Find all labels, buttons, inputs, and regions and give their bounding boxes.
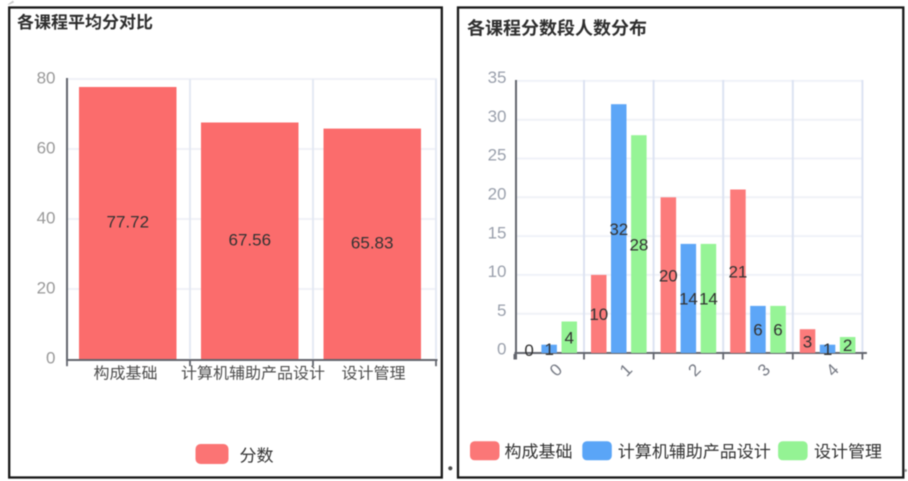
svg-text:35: 35 <box>488 68 507 87</box>
svg-text:0: 0 <box>46 348 55 367</box>
svg-text:20: 20 <box>659 266 678 285</box>
svg-text:4: 4 <box>564 328 573 347</box>
svg-text:6: 6 <box>773 321 782 340</box>
svg-text:6: 6 <box>753 321 762 340</box>
svg-text:40: 40 <box>37 208 56 227</box>
svg-text:1: 1 <box>544 340 553 359</box>
svg-text:77.72: 77.72 <box>107 213 150 232</box>
svg-text:32: 32 <box>609 220 628 239</box>
svg-text:1: 1 <box>823 340 832 359</box>
svg-text:20: 20 <box>37 278 56 297</box>
svg-text:21: 21 <box>728 263 747 282</box>
svg-text:80: 80 <box>37 68 56 87</box>
svg-text:25: 25 <box>488 146 507 165</box>
svg-text:65.83: 65.83 <box>351 234 394 253</box>
svg-text:15: 15 <box>488 223 507 242</box>
svg-text:28: 28 <box>629 235 648 254</box>
svg-text:0: 0 <box>524 341 533 360</box>
svg-text:10: 10 <box>488 262 507 281</box>
svg-text:60: 60 <box>37 138 56 157</box>
svg-text:14: 14 <box>699 290 718 309</box>
svg-text:10: 10 <box>589 305 608 324</box>
svg-text:67.56: 67.56 <box>229 231 272 250</box>
svg-text:30: 30 <box>488 107 507 126</box>
svg-text:20: 20 <box>488 185 507 204</box>
svg-text:0: 0 <box>497 340 506 359</box>
svg-text:5: 5 <box>497 301 506 320</box>
svg-text:2: 2 <box>843 336 852 355</box>
svg-text:3: 3 <box>803 332 812 351</box>
svg-text:14: 14 <box>679 290 698 309</box>
